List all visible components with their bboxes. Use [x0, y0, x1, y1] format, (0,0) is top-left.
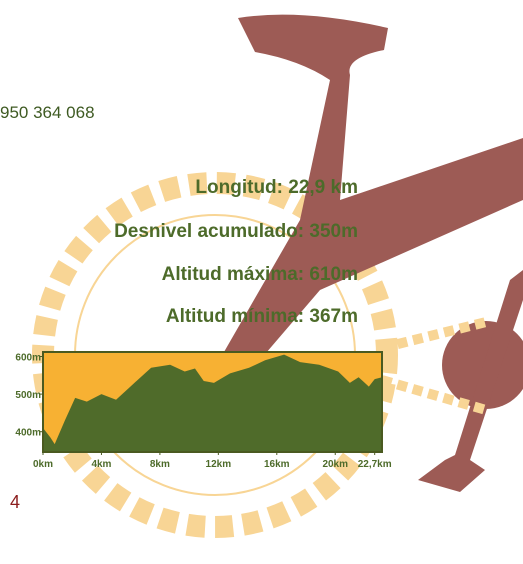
x-tick-label: 4km: [91, 459, 111, 470]
y-tick-label: 400m: [15, 428, 41, 439]
elevation-chart: 400m 500m 600m 0km 4km 8km 12km 16km 20km 22,7km: [15, 352, 391, 470]
stat: Altitud máxima: 610m: [162, 264, 358, 285]
x-tick-label: 20km: [322, 459, 348, 470]
infographic: 950 364 068 Longitud: 22,9 km Desnivel a…: [0, 0, 523, 564]
y-tick-label: 600m: [15, 353, 41, 364]
stat: Desnivel acumulado: 350m: [114, 221, 358, 242]
phone: 950 364 068: [0, 103, 95, 122]
page-number: 4: [10, 492, 20, 512]
x-tick-label: 16km: [264, 459, 290, 470]
x-tick-label: 22,7km: [358, 459, 392, 470]
x-tick-label: 8km: [150, 459, 170, 470]
y-tick-label: 500m: [15, 390, 41, 401]
x-tick-label: 0km: [33, 459, 53, 470]
stat: Altitud mínima: 367m: [166, 306, 358, 327]
x-tick-label: 12km: [206, 459, 232, 470]
stat: Longitud: 22,9 km: [195, 177, 358, 198]
